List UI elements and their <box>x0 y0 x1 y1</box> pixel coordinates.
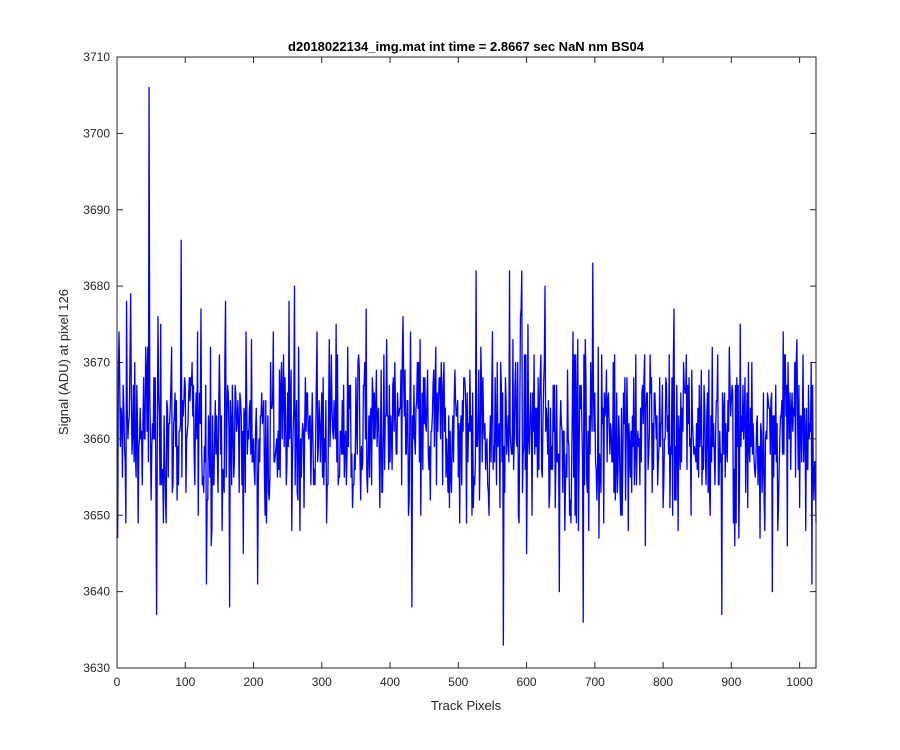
series-layer <box>117 86 817 646</box>
x-tick-label: 300 <box>312 675 332 689</box>
x-tick-label: 200 <box>244 675 264 689</box>
y-tick-label: 3630 <box>83 661 110 675</box>
tick-layer: 0 100 200 300 400 500 600 700 800 900 1000 3630 3640… <box>83 50 816 689</box>
x-tick-label: 600 <box>517 675 537 689</box>
y-tick-label: 3710 <box>83 50 110 64</box>
x-tick-label: 900 <box>721 675 741 689</box>
y-axis-label: Signal (ADU) at pixel 126 <box>56 289 71 435</box>
x-tick-label: 1000 <box>786 675 813 689</box>
x-tick-label: 0 <box>114 675 121 689</box>
x-axis-label: Track Pixels <box>431 698 502 713</box>
chart-title: d2018022134_img.mat int time = 2.8667 se… <box>288 39 645 54</box>
series-line <box>117 86 817 646</box>
y-tick-label: 3640 <box>83 585 110 599</box>
plot-area: 0 100 200 300 400 500 600 700 800 900 1000 3630 3640… <box>83 50 817 689</box>
x-tick-label: 100 <box>175 675 195 689</box>
x-tick-label: 500 <box>448 675 468 689</box>
y-tick-label: 3690 <box>83 203 110 217</box>
y-tick-label: 3660 <box>83 432 110 446</box>
y-tick-label: 3680 <box>83 279 110 293</box>
axes-background <box>117 57 816 668</box>
x-tick-label: 800 <box>653 675 673 689</box>
x-tick-label: 700 <box>585 675 605 689</box>
y-tick-label: 3670 <box>83 356 110 370</box>
y-tick-label: 3700 <box>83 126 110 140</box>
y-tick-label: 3650 <box>83 508 110 522</box>
x-tick-label: 400 <box>380 675 400 689</box>
